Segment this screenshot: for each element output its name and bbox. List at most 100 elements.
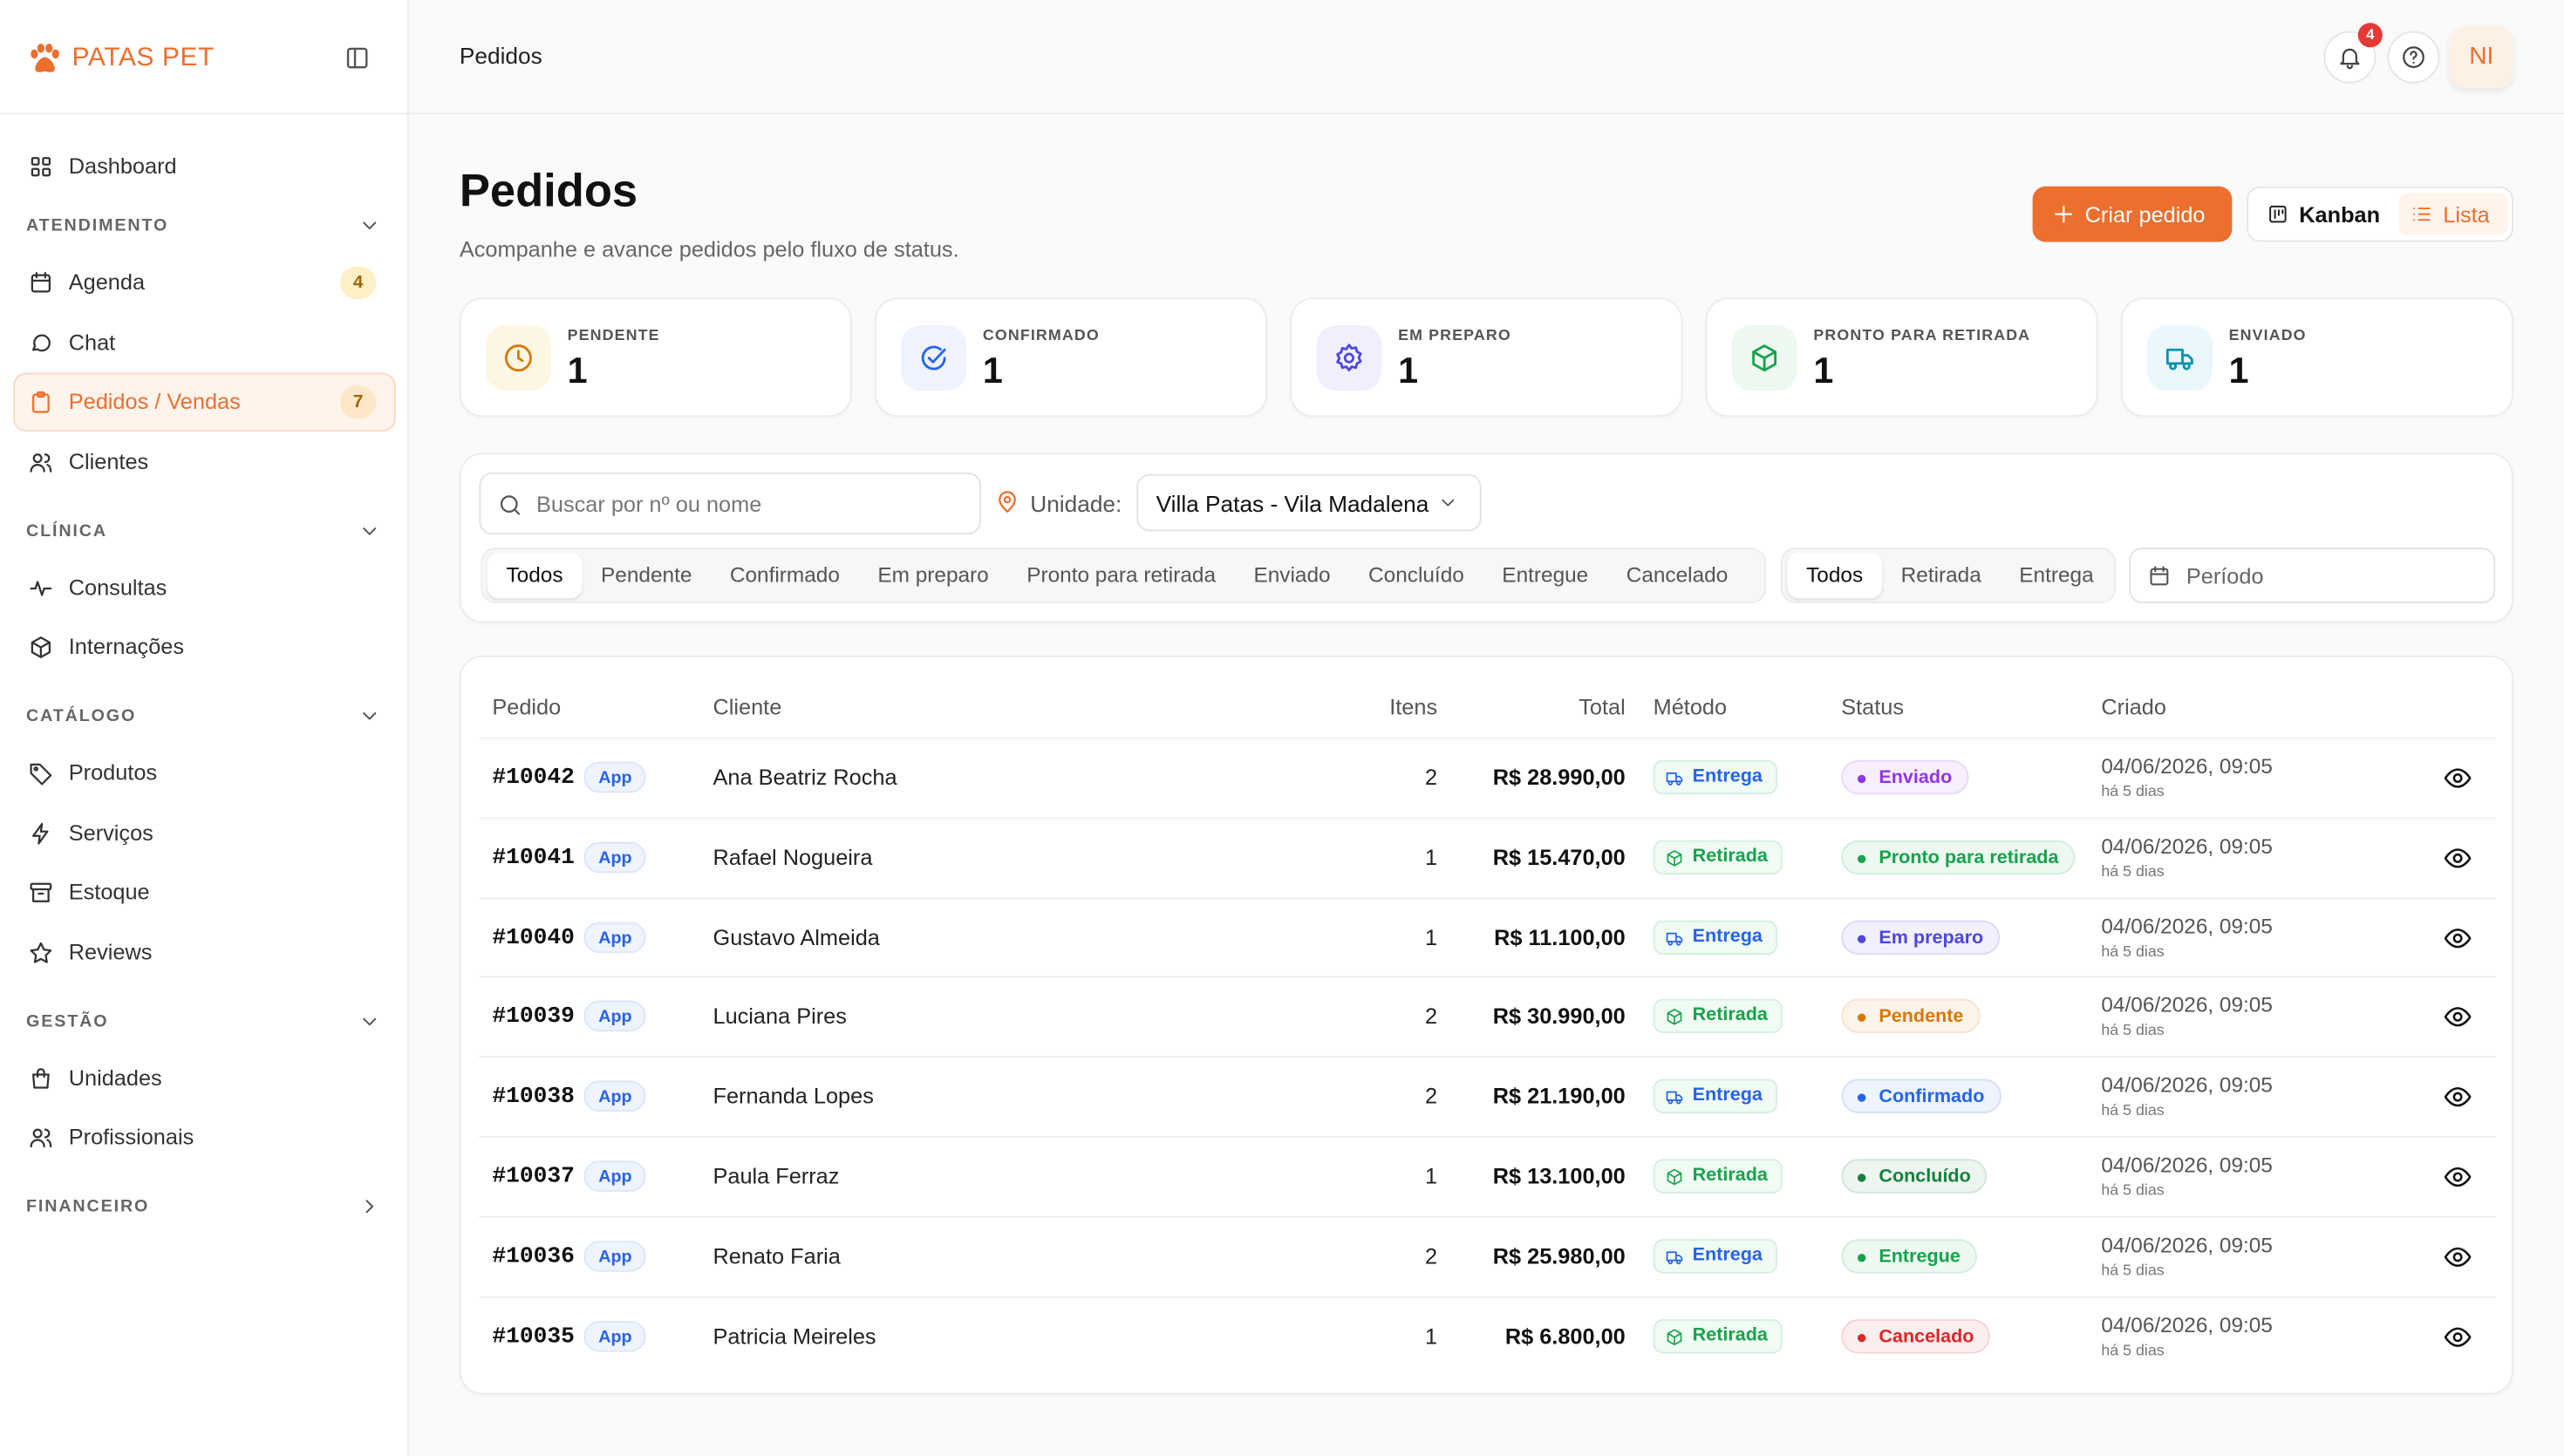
bolt-icon[interactable] bbox=[28, 820, 54, 846]
truck-icon-shape-shape bbox=[1667, 940, 1674, 945]
chevd-icon[interactable] bbox=[358, 214, 381, 237]
nav-item[interactable]: Clientes bbox=[68, 448, 149, 473]
filter-tab[interactable]: Concluído bbox=[1368, 562, 1464, 588]
nav-item[interactable]: Agenda bbox=[68, 269, 146, 295]
pulse-icon[interactable] bbox=[28, 575, 54, 601]
filter-tab[interactable]: Cancelado bbox=[1626, 562, 1729, 588]
eye-icon[interactable] bbox=[2443, 1003, 2472, 1032]
nav-item[interactable]: Profissionais bbox=[68, 1125, 194, 1150]
items-count: 2 bbox=[1425, 765, 1438, 790]
nav-item[interactable]: Unidades bbox=[68, 1065, 162, 1090]
filter-tab[interactable]: Em preparo bbox=[877, 562, 989, 588]
nav-item[interactable]: Reviews bbox=[68, 939, 153, 964]
eye-icon[interactable] bbox=[2443, 764, 2472, 793]
created-date: 04/06/2026, 09:05 bbox=[2101, 1311, 2273, 1337]
eye-icon[interactable] bbox=[2443, 843, 2472, 873]
unit-select[interactable]: Villa Patas - Vila Madalena bbox=[1136, 473, 1482, 532]
chat-icon[interactable] bbox=[28, 330, 54, 356]
order-id[interactable]: #10037 bbox=[492, 1164, 575, 1190]
filter-tab[interactable]: Todos bbox=[487, 552, 583, 599]
filter-tab[interactable]: Confirmado bbox=[729, 562, 840, 588]
nav-item[interactable]: Pedidos / Vendas bbox=[68, 389, 241, 414]
cube-icon-shape-shape bbox=[1667, 1168, 1682, 1186]
eye-icon[interactable] bbox=[2443, 1162, 2472, 1192]
section-title[interactable]: GESTÃO bbox=[26, 1010, 109, 1031]
chevd-icon-shape-shape bbox=[363, 221, 377, 230]
period-input[interactable]: Período bbox=[2129, 548, 2496, 603]
nav-item[interactable]: Consultas bbox=[68, 575, 167, 600]
clipboard-icon[interactable] bbox=[28, 389, 54, 415]
eye-icon[interactable] bbox=[2443, 1242, 2472, 1272]
search-icon-shape bbox=[500, 495, 521, 515]
eye-icon[interactable] bbox=[2443, 1322, 2472, 1351]
created-ago: há 5 dias bbox=[2101, 1181, 2165, 1201]
star-icon[interactable] bbox=[28, 939, 54, 965]
bag-icon-shape bbox=[32, 1067, 50, 1088]
search-input[interactable]: Buscar por nº ou nome bbox=[479, 472, 981, 535]
nav-item[interactable]: Internações bbox=[68, 634, 185, 659]
order-id[interactable]: #10038 bbox=[492, 1084, 575, 1111]
filter-tab[interactable]: Retirada bbox=[1900, 562, 1981, 588]
order-id[interactable]: #10036 bbox=[492, 1243, 575, 1270]
section-title[interactable]: FINANCEIRO bbox=[26, 1196, 150, 1217]
users-icon[interactable] bbox=[28, 1125, 54, 1151]
section-title[interactable]: ATENDIMENTO bbox=[26, 215, 169, 236]
eye-icon-shape-shape bbox=[2452, 773, 2463, 783]
star-icon-shape bbox=[30, 941, 52, 963]
chevd-icon-shape-shape bbox=[363, 527, 377, 534]
eye-icon[interactable] bbox=[2443, 923, 2472, 953]
grid-icon[interactable] bbox=[28, 153, 54, 180]
filter-tab[interactable]: Enviado bbox=[1253, 562, 1331, 588]
nav-item[interactable]: Dashboard bbox=[68, 153, 177, 179]
pulse-icon-shape-shape bbox=[30, 580, 52, 595]
chevd-icon[interactable] bbox=[358, 1010, 381, 1032]
filter-tab[interactable]: Todos bbox=[1787, 552, 1882, 599]
chevd-icon[interactable] bbox=[358, 704, 381, 727]
chevd-icon[interactable] bbox=[358, 519, 381, 541]
topbar-divider bbox=[408, 112, 2564, 115]
gear-icon-shape-shape bbox=[1343, 352, 1354, 364]
users-icon-shape-shape bbox=[30, 452, 52, 472]
order-id[interactable]: #10040 bbox=[492, 924, 575, 951]
created-ago: há 5 dias bbox=[2101, 862, 2165, 881]
page-title: Pedidos bbox=[459, 165, 638, 216]
section-title[interactable]: CLÍNICA bbox=[26, 520, 107, 541]
avatar[interactable]: NI bbox=[2449, 26, 2513, 89]
archive-icon[interactable] bbox=[28, 880, 54, 906]
eye-icon[interactable] bbox=[2443, 1083, 2472, 1112]
filters-card: Buscar por nº ou nome Unidade: Villa Patas… bbox=[459, 452, 2513, 623]
order-id[interactable]: #10039 bbox=[492, 1004, 575, 1031]
nav-badge: 7 bbox=[340, 385, 377, 418]
filter-tab[interactable]: Entregue bbox=[1502, 562, 1589, 588]
status-badge: Pendente bbox=[1841, 999, 1981, 1034]
filter-tab[interactable]: Pendente bbox=[601, 562, 692, 588]
cube-icon-shape-shape bbox=[1667, 1328, 1682, 1345]
column-header: Pedido bbox=[492, 694, 562, 719]
view-option[interactable]: Kanban bbox=[2255, 193, 2393, 235]
nav-item[interactable]: Serviços bbox=[68, 820, 153, 845]
view-option[interactable]: Lista bbox=[2398, 193, 2509, 235]
calendar-icon[interactable] bbox=[28, 269, 54, 296]
order-id[interactable]: #10035 bbox=[492, 1323, 575, 1350]
help-button[interactable] bbox=[2387, 31, 2440, 84]
tag-icon[interactable] bbox=[28, 760, 54, 786]
chevr-icon[interactable] bbox=[358, 1195, 381, 1218]
nav-item[interactable]: Estoque bbox=[68, 879, 150, 904]
order-id[interactable]: #10042 bbox=[492, 765, 575, 792]
filter-tab[interactable]: Pronto para retirada bbox=[1026, 562, 1217, 588]
bag-icon[interactable] bbox=[28, 1065, 54, 1092]
method-badge: Entrega bbox=[1653, 1238, 1777, 1274]
order-total: R$ 6.800,00 bbox=[1504, 1323, 1626, 1349]
nav-item[interactable]: Produtos bbox=[68, 759, 158, 785]
nav-item[interactable]: Chat bbox=[68, 329, 116, 354]
create-button[interactable]: Criar pedido bbox=[2032, 186, 2233, 242]
section-title[interactable]: CATÁLOGO bbox=[26, 706, 137, 726]
created-date: 04/06/2026, 09:05 bbox=[2101, 1072, 2273, 1098]
method-badge: Retirada bbox=[1653, 999, 1783, 1034]
order-id[interactable]: #10041 bbox=[492, 844, 575, 871]
panel-icon[interactable] bbox=[344, 44, 372, 72]
box-icon[interactable] bbox=[28, 635, 54, 661]
filter-tab[interactable]: Entrega bbox=[2019, 562, 2094, 588]
eye-icon-shape-shape bbox=[2444, 1326, 2472, 1347]
users-icon[interactable] bbox=[28, 449, 54, 475]
